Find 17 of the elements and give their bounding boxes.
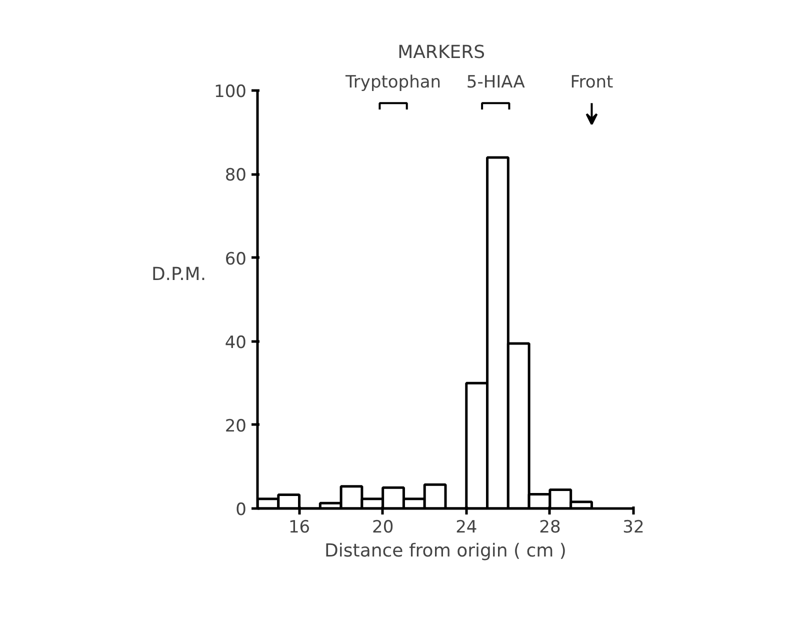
- chart-title: MARKERS: [398, 42, 486, 64]
- y-tick-label: 80: [224, 166, 247, 186]
- x-tick-label: 24: [456, 518, 478, 538]
- y-tick-label: 40: [224, 332, 247, 353]
- x-tick-label: 32: [622, 518, 644, 538]
- x-tick-label: 20: [372, 518, 394, 538]
- y-tick-label: 20: [224, 416, 247, 436]
- x-tick-label: 28: [539, 518, 561, 538]
- annotation: Front: [570, 72, 614, 93]
- y-tick-label: 100: [214, 82, 247, 102]
- x-tick-label: 16: [288, 518, 310, 538]
- x-axis-title: Distance from origin ( cm ): [324, 540, 566, 562]
- y-axis-title: D.P.M.: [151, 264, 206, 285]
- y-tick-label: 0: [236, 500, 247, 520]
- annotation: Tryptophan: [344, 72, 442, 93]
- annotation: 5-HIAA: [466, 72, 526, 93]
- y-tick-label: 60: [224, 249, 247, 270]
